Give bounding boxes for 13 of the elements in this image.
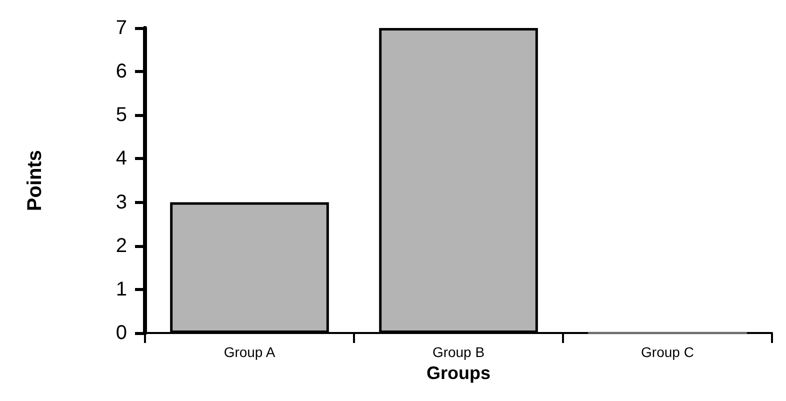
x-axis-title: Groups	[426, 362, 491, 383]
y-tick-label: 6	[116, 60, 127, 83]
y-tick-label: 5	[116, 104, 127, 126]
y-tick-label: 0	[116, 322, 127, 344]
y-tick-label: 7	[116, 17, 127, 39]
y-tick-label: 2	[116, 234, 127, 257]
x-tick-label: Group A	[224, 344, 276, 360]
y-tick-label: 1	[116, 278, 127, 300]
y-tick-label: 4	[116, 148, 127, 170]
x-tick-label: Group C	[641, 344, 694, 360]
y-tick-label: 3	[116, 191, 127, 214]
x-tick-label: Group B	[432, 344, 485, 360]
y-axis-title: Points	[24, 150, 46, 212]
